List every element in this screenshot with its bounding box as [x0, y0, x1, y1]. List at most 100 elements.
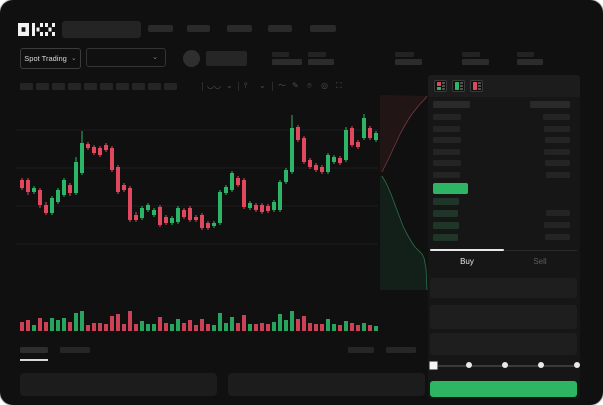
order-input[interactable] [430, 278, 577, 298]
pair-selector[interactable]: ⌄ [86, 48, 166, 67]
chart-toolbar: ◡◡ ⌄ ⫯ ⌄ 〜 ✎ ⌾ ◎ ⛶ [0, 76, 430, 96]
slider-stop[interactable] [466, 362, 472, 368]
slider-handle[interactable] [429, 360, 438, 370]
ask-row[interactable] [428, 137, 580, 145]
ask-amount [546, 171, 570, 178]
bottom-chip[interactable] [348, 347, 374, 353]
ask-price [433, 114, 461, 120]
bid-row[interactable] [428, 222, 580, 230]
timeframe-button[interactable] [84, 83, 97, 90]
slider-stop[interactable] [502, 362, 508, 368]
candlestick-chart[interactable] [0, 0, 430, 340]
ask-price [433, 148, 460, 155]
stat-value [395, 59, 422, 65]
ask-row[interactable] [428, 114, 580, 122]
draw-icon[interactable]: ✎ [292, 81, 299, 90]
orderbook [428, 75, 580, 255]
camera-icon[interactable]: ⌾ [307, 81, 312, 90]
timeframe-button[interactable] [132, 83, 145, 90]
ask-row[interactable] [428, 148, 580, 157]
bid-row[interactable] [428, 198, 580, 206]
timeframe-button[interactable] [20, 83, 33, 90]
compare-icon[interactable]: ⫯ [244, 81, 248, 90]
stat-group [517, 52, 557, 66]
stat-label [272, 52, 289, 57]
bottom-panel[interactable] [228, 373, 425, 396]
slider-stop[interactable] [538, 362, 544, 368]
order-input[interactable] [430, 305, 577, 329]
asks-only-icon[interactable] [470, 80, 483, 92]
bottom-chip[interactable] [386, 347, 416, 353]
pair-avatar[interactable] [183, 50, 200, 67]
bottom-tab[interactable] [60, 347, 90, 353]
book-lines [478, 82, 481, 90]
combined-book-icon[interactable] [434, 80, 447, 92]
ticker-stats [0, 45, 603, 72]
stat-label [517, 52, 534, 57]
indicators-icon[interactable]: ◡◡ [207, 81, 221, 90]
top-nav [0, 0, 603, 45]
topbar [0, 0, 603, 45]
settings-icon[interactable]: ◎ [321, 81, 328, 90]
ask-amount [544, 125, 570, 132]
timeframe-button[interactable] [36, 83, 49, 90]
book-lines [442, 82, 445, 90]
ask-row[interactable] [428, 171, 580, 180]
nav-item[interactable] [310, 25, 336, 32]
chevron-down-icon: ⌄ [70, 55, 77, 62]
bid-amount [546, 210, 570, 216]
toolbar-divider [202, 82, 203, 91]
fullscreen-icon[interactable]: ⛶ [336, 81, 342, 90]
bid-price [433, 210, 458, 217]
stat-group [272, 52, 312, 66]
nav-item[interactable] [148, 25, 173, 32]
tab-sell[interactable]: Sell [533, 257, 547, 266]
stat-value [308, 59, 334, 65]
bottom-panel[interactable] [20, 373, 217, 396]
search-input[interactable] [62, 21, 141, 38]
line-style-icon[interactable]: 〜 [278, 81, 286, 90]
bid-row[interactable] [428, 210, 580, 218]
tab-buy[interactable]: Buy [460, 257, 474, 266]
book-color-bar [436, 82, 441, 90]
ask-row[interactable] [428, 125, 580, 134]
ask-amount [545, 160, 570, 166]
timeframe-button[interactable] [116, 83, 129, 90]
buy-submit-button[interactable] [430, 381, 577, 397]
ask-price [433, 171, 460, 178]
bottom-tabs [0, 340, 430, 405]
timeframe-button[interactable] [164, 83, 177, 90]
book-lines [460, 82, 463, 90]
bid-price [433, 234, 458, 241]
order-input[interactable] [430, 333, 577, 355]
okx-logo [18, 23, 55, 36]
book-color-bar [472, 82, 477, 90]
stat-label [462, 52, 480, 57]
bid-amount [544, 222, 570, 228]
slider-stop[interactable] [574, 362, 580, 368]
nav-item[interactable] [227, 25, 252, 32]
nav-item[interactable] [268, 25, 292, 32]
timeframe-button[interactable] [100, 83, 113, 90]
nav-item[interactable] [187, 25, 210, 32]
timeframe-button[interactable] [52, 83, 65, 90]
toolbar-divider [272, 82, 273, 91]
chevron-down-icon[interactable]: ⌄ [259, 81, 266, 90]
market-type-selector[interactable]: Spot Trading ⌄ [20, 48, 81, 69]
bottom-tab[interactable] [20, 347, 48, 353]
bid-price [433, 198, 459, 205]
stat-label [395, 52, 414, 57]
stat-value [462, 59, 489, 65]
stat-value [517, 59, 543, 65]
last-price-badge[interactable] [433, 183, 468, 194]
buy-tab-indicator [430, 249, 504, 251]
chevron-down-icon[interactable]: ⌄ [226, 81, 233, 90]
timeframe-button[interactable] [68, 83, 81, 90]
ask-price [433, 160, 461, 166]
bids-only-icon[interactable] [452, 80, 465, 92]
price-chip [206, 51, 247, 66]
bid-row[interactable] [428, 234, 580, 242]
timeframe-button[interactable] [148, 83, 161, 90]
ask-row[interactable] [428, 160, 580, 168]
